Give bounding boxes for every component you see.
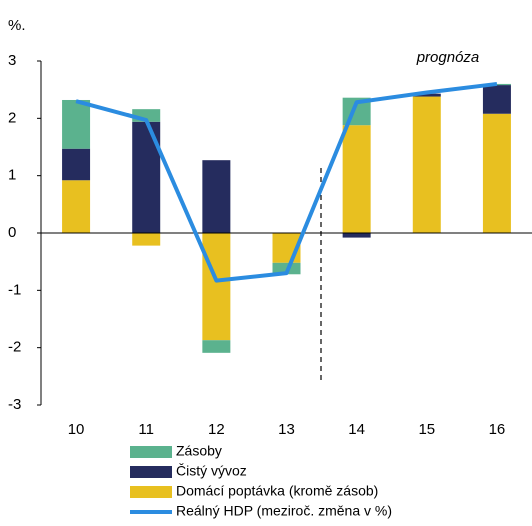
bar-segment — [482, 85, 511, 114]
x-tick-label: 10 — [68, 421, 85, 438]
bar-segment — [62, 148, 91, 181]
x-tick-label: 15 — [418, 421, 435, 438]
annotation: prognóza — [416, 49, 480, 66]
bar-segment — [412, 93, 441, 97]
bar-segment — [62, 99, 91, 149]
y-tick-label: -1 — [8, 281, 21, 298]
bar-segment — [202, 233, 231, 341]
x-tick-label: 14 — [348, 421, 365, 438]
line-series — [75, 81, 498, 283]
bar-segment — [482, 113, 511, 233]
legend-swatch — [130, 486, 172, 498]
bar-segment — [342, 233, 371, 238]
y-tick-label: 0 — [8, 224, 16, 241]
legend-swatch — [130, 466, 172, 478]
unit-label: %. — [8, 17, 26, 34]
legend-swatch — [130, 446, 172, 458]
y-tick-label: 1 — [8, 167, 16, 184]
bar-segment — [412, 96, 441, 234]
bar-segment — [202, 160, 231, 233]
y-tick-label: 3 — [8, 52, 16, 69]
legend-label: Zásoby — [176, 443, 222, 459]
x-tick-label: 16 — [489, 421, 506, 438]
bar-segment — [342, 125, 371, 233]
legend-label: Čistý vývoz — [176, 463, 247, 479]
bar-segment — [132, 233, 161, 246]
y-tick-label: 2 — [8, 109, 16, 126]
bar-segment — [62, 180, 91, 233]
bar-segment — [202, 340, 231, 353]
x-tick-label: 12 — [208, 421, 225, 438]
y-tick-label: -3 — [8, 396, 21, 413]
legend-label: Reálný HDP (meziroč. změna v %) — [176, 503, 392, 519]
y-tick-label: -2 — [8, 339, 21, 356]
x-tick-label: 11 — [138, 421, 154, 438]
legend-label: Domácí poptávka (kromě zásob) — [176, 483, 378, 499]
x-tick-label: 13 — [278, 421, 295, 438]
